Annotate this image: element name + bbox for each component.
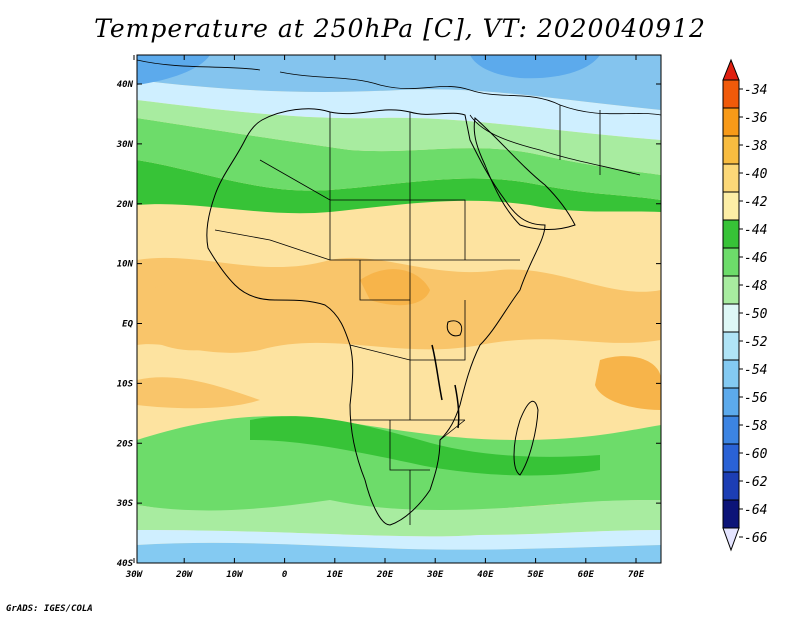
atlantic-orange-blob: [150, 281, 250, 351]
sahel-green-band: [137, 160, 661, 214]
south-pale-green-band: [137, 500, 661, 537]
lat-tick-label: 30S: [116, 499, 134, 509]
colorbar-swatch: [722, 191, 740, 221]
lake-victoria: [446, 320, 463, 337]
plot-frame: [136, 54, 662, 564]
grads-credit: GrADS: IGES/COLA: [6, 604, 93, 614]
north-dark-blue-patch: [470, 55, 600, 79]
lon-tick-label: 30E: [426, 570, 444, 580]
map-title: Temperature at 250hPa [C], VT: 202004091…: [94, 14, 706, 43]
colorbar-label: -48: [744, 279, 768, 294]
colorbar-label: -66: [744, 531, 768, 546]
colorbar-label: -36: [744, 111, 768, 126]
lat-tick-label: 40S: [117, 559, 134, 569]
lat-tick-label: 10N: [117, 260, 134, 270]
colorbar-label: -56: [744, 391, 768, 406]
lat-tick-label: 40N: [117, 80, 134, 90]
lon-tick-label: 10W: [226, 570, 244, 580]
temperature-field: [137, 55, 661, 563]
colorbar-swatch: [722, 331, 740, 361]
colorbar-label: -64: [744, 503, 767, 518]
colorbar-label: -58: [744, 419, 768, 434]
west-blue-patch: [137, 55, 210, 85]
lon-tick-label: 40E: [477, 570, 494, 580]
colorbar-swatch: [722, 359, 740, 389]
coastlines: [137, 59, 661, 526]
north-pale-green-band: [137, 100, 661, 175]
lon-tick-label: 70E: [628, 570, 645, 580]
colorbar-label: -38: [744, 139, 768, 154]
lat-tick-label: 20S: [116, 439, 134, 449]
colorbar-swatch: [722, 107, 740, 137]
colorbar-label: -60: [744, 447, 768, 462]
south-lightblue-band: [137, 530, 661, 550]
colorbar-label: -34: [744, 83, 767, 98]
south-blue-band: [137, 542, 661, 563]
colorbar-swatch: [722, 163, 740, 193]
lat-tick-label: 10S: [117, 379, 134, 389]
lon-tick-label: 0: [282, 570, 288, 580]
longitude-axis: 30W 20W 10W 0 10E 20E 30E 40E 50E 60E 70E: [125, 55, 645, 580]
south-atlantic-orange: [137, 377, 260, 409]
lon-tick-label: 60E: [578, 570, 595, 580]
country-borders: [214, 112, 520, 525]
lat-tick-label: 30N: [116, 140, 134, 150]
colorbar-swatch: [722, 219, 740, 249]
colorbar-label: -42: [744, 195, 768, 210]
colorbar-swatch: [722, 247, 740, 277]
lon-tick-label: 20E: [376, 570, 394, 580]
colorbar: -34 -36 -38 -40 -42 -44 -46 -48 -50 -52 -54 -56 -58 -…: [722, 58, 768, 552]
colorbar-label: -44: [744, 223, 767, 238]
colorbar-swatch: [722, 499, 740, 529]
colorbar-label: -50: [744, 307, 768, 322]
arabian-peninsula-coastline: [473, 117, 576, 230]
colorbar-swatch: [722, 471, 740, 501]
colorbar-label: -46: [744, 251, 768, 266]
lon-tick-label: 20W: [175, 570, 194, 580]
colorbar-swatch: [722, 79, 740, 109]
colorbar-label: -54: [744, 363, 767, 378]
lake-tanganyika: [431, 344, 443, 401]
lat-tick-label: EQ: [122, 320, 133, 330]
tropical-orange-band: [137, 257, 661, 353]
africa-coastline: [206, 108, 546, 526]
colorbar-bottom-arrow: [722, 527, 740, 552]
latitude-axis: 40N 30N 20N 10N EQ 10S 20S 30S 40S: [116, 80, 661, 569]
colorbar-swatch: [722, 303, 740, 333]
colorbar-top-arrow: [722, 58, 740, 81]
europe-coastline: [137, 59, 661, 176]
lake-malawi: [454, 384, 460, 429]
colorbar-swatch: [722, 443, 740, 473]
colorbar-swatch: [722, 415, 740, 445]
colorbar-swatch: [722, 387, 740, 417]
colorbar-label: -52: [744, 335, 768, 350]
colorbar-swatch: [722, 135, 740, 165]
lon-tick-label: 50E: [527, 570, 544, 580]
south-darkgreen-band: [250, 416, 600, 476]
lat-tick-label: 20N: [116, 200, 134, 210]
colorbar-label: -40: [744, 167, 768, 182]
lon-tick-label: 10E: [327, 570, 344, 580]
colorbar-swatch: [722, 275, 740, 305]
north-green-band: [137, 118, 661, 200]
indian-ocean-orange-blob: [595, 356, 661, 410]
central-africa-orange-blob: [360, 269, 430, 306]
madagascar-coastline: [513, 400, 539, 476]
colorbar-label: -62: [744, 475, 768, 490]
lon-tick-label: 30W: [125, 570, 144, 580]
